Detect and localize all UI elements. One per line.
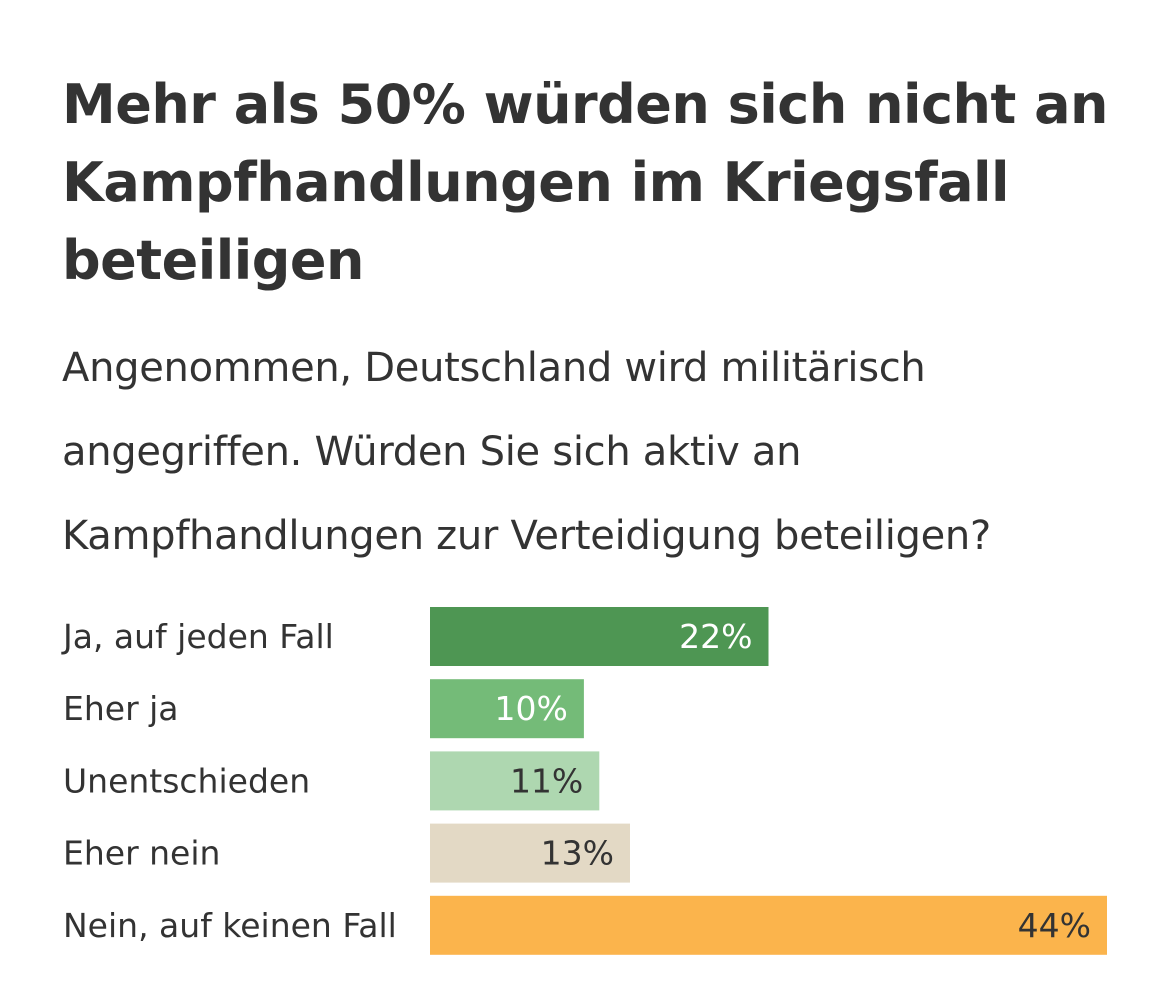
category-label: Nein, auf keinen Fall xyxy=(63,906,397,945)
bar-row: Unentschieden 11% xyxy=(63,751,600,811)
value-label: 44% xyxy=(1018,906,1091,945)
category-label: Eher ja xyxy=(63,689,179,728)
value-label: 11% xyxy=(510,761,583,800)
bar xyxy=(430,679,584,739)
bar xyxy=(430,895,1107,955)
chart-subtitle: Angenommen, Deutschland wird militärisch… xyxy=(62,345,991,559)
category-label: Unentschieden xyxy=(63,761,310,800)
category-label: Eher nein xyxy=(63,834,220,873)
bar-row: Eher ja 10% xyxy=(63,679,584,739)
bar xyxy=(430,607,769,666)
bar xyxy=(430,751,600,811)
value-label: 13% xyxy=(541,834,614,873)
value-label: 22% xyxy=(679,617,752,656)
bar-row: Eher nein 13% xyxy=(63,823,630,883)
chart-title: Mehr als 50% würden sich nicht an Kampfh… xyxy=(62,73,1108,292)
bar-row: Ja, auf jeden Fall 22% xyxy=(61,607,769,666)
bar-row: Nein, auf keinen Fall 44% xyxy=(63,895,1107,955)
category-label: Ja, auf jeden Fall xyxy=(61,617,334,656)
bar xyxy=(430,823,630,883)
value-label: 10% xyxy=(495,689,568,728)
